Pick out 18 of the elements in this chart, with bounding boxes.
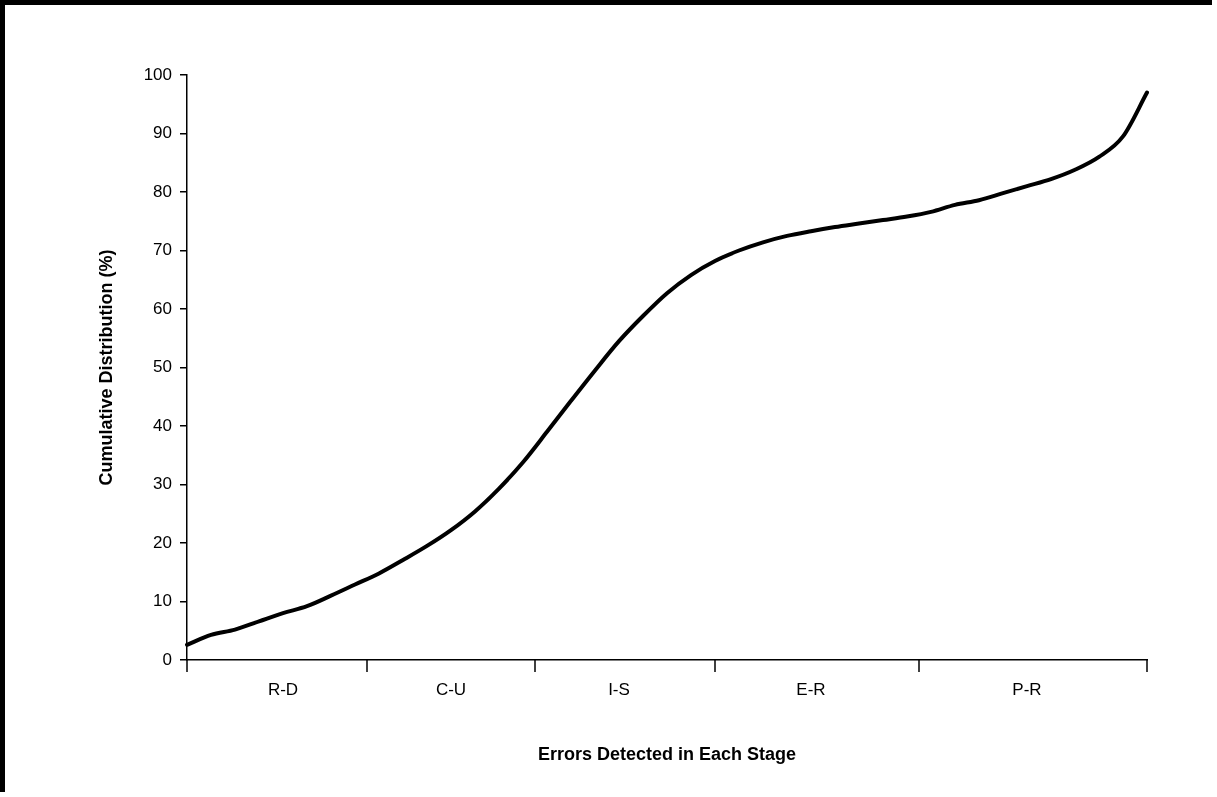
y-tick-label: 30 <box>153 474 172 494</box>
x-tick-label: I-S <box>608 679 630 699</box>
x-tick-label: E-R <box>796 679 826 699</box>
y-axis-title: Cumulative Distribution (%) <box>95 249 116 486</box>
y-tick-label: 40 <box>153 415 172 435</box>
y-tick-label: 90 <box>153 123 172 143</box>
y-tick-label: 20 <box>153 532 172 552</box>
y-tick-label: 0 <box>162 649 172 669</box>
x-axis-title: Errors Detected in Each Stage <box>537 744 797 765</box>
y-tick-label: 10 <box>153 591 172 611</box>
y-tick-label: 50 <box>153 357 172 377</box>
x-tick-label: R-D <box>267 679 299 699</box>
y-tick-label: 70 <box>153 240 172 260</box>
x-tick-label: C-U <box>435 679 467 699</box>
y-tick-label: 80 <box>153 181 172 201</box>
x-tick-label: P-R <box>1012 679 1042 699</box>
y-tick-label: 60 <box>153 298 172 318</box>
y-tick-label: 100 <box>143 64 172 84</box>
